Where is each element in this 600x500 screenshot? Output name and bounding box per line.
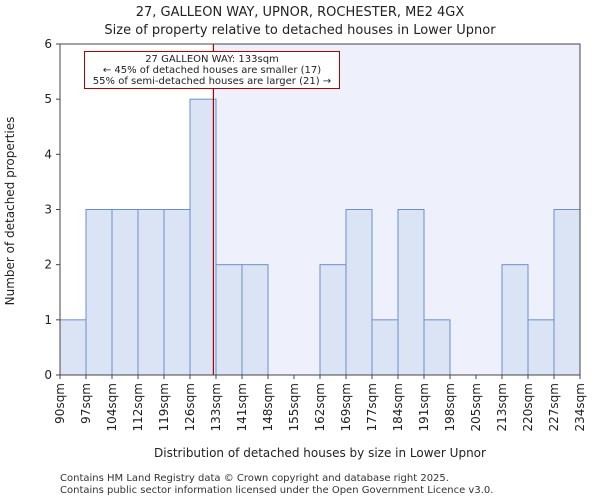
bar-184sqm (397, 209, 425, 376)
x-tick-label: 220sqm (521, 383, 535, 431)
bar-213sqm (501, 264, 529, 376)
bar-141sqm (241, 264, 269, 376)
bar-97sqm (85, 209, 113, 376)
x-tick-label: 234sqm (573, 383, 587, 431)
x-tick-label: 126sqm (183, 383, 197, 431)
x-tick-label: 213sqm (495, 383, 509, 431)
x-axis-label: Distribution of detached houses by size … (154, 446, 486, 460)
x-tick-label: 205sqm (469, 383, 483, 431)
bar-126sqm (189, 98, 217, 376)
x-tick-label: 198sqm (443, 383, 457, 431)
x-tick-label: 155sqm (287, 383, 301, 431)
x-tick-label: 90sqm (53, 383, 67, 424)
x-tick-label: 97sqm (79, 383, 93, 424)
x-tick-label: 112sqm (131, 383, 145, 431)
x-tick-label: 227sqm (547, 383, 561, 431)
y-tick-label: 1 (44, 313, 52, 327)
property-annotation-box: 27 GALLEON WAY: 133sqm ← 45% of detached… (84, 51, 340, 89)
x-tick-label: 184sqm (391, 383, 405, 431)
bar-162sqm (319, 264, 347, 376)
y-tick-label: 6 (44, 37, 52, 51)
x-tick-label: 177sqm (365, 383, 379, 431)
bar-112sqm (137, 209, 165, 376)
annotation-line-2: ← 45% of detached houses are smaller (17… (102, 65, 322, 76)
bar-104sqm (111, 209, 139, 376)
y-axis-label: Number of detached properties (3, 117, 17, 306)
x-tick-label: 191sqm (417, 383, 431, 431)
y-tick-label: 4 (44, 147, 52, 161)
y-tick-label: 5 (44, 92, 52, 106)
y-tick-label: 2 (44, 258, 52, 272)
chart-subtitle: Size of property relative to detached ho… (104, 23, 496, 38)
x-tick-label: 148sqm (261, 383, 275, 431)
footer-line-1: Contains HM Land Registry data © Crown c… (60, 473, 449, 484)
x-tick-label: 141sqm (235, 383, 249, 431)
x-tick-label: 104sqm (105, 383, 119, 431)
bar-177sqm (371, 319, 399, 376)
annotation-line-1: 27 GALLEON WAY: 133sqm (145, 54, 279, 65)
footer-line-2: Contains public sector information licen… (60, 485, 494, 496)
bar-169sqm (345, 209, 373, 376)
y-tick-label: 3 (44, 203, 52, 217)
chart-title: 27, GALLEON WAY, UPNOR, ROCHESTER, ME2 4… (135, 5, 465, 20)
y-tick-label: 0 (44, 368, 52, 382)
x-tick-label: 169sqm (339, 383, 353, 431)
annotation-line-3: 55% of semi-detached houses are larger (… (92, 76, 332, 87)
bar-119sqm (163, 209, 191, 376)
bar-227sqm (553, 209, 581, 376)
bar-90sqm (59, 319, 87, 376)
bar-133sqm (215, 264, 243, 376)
x-tick-label: 119sqm (157, 383, 171, 431)
x-tick-label: 133sqm (209, 383, 223, 431)
bar-220sqm (527, 319, 555, 376)
bar-191sqm (423, 319, 451, 376)
x-tick-label: 162sqm (313, 383, 327, 431)
